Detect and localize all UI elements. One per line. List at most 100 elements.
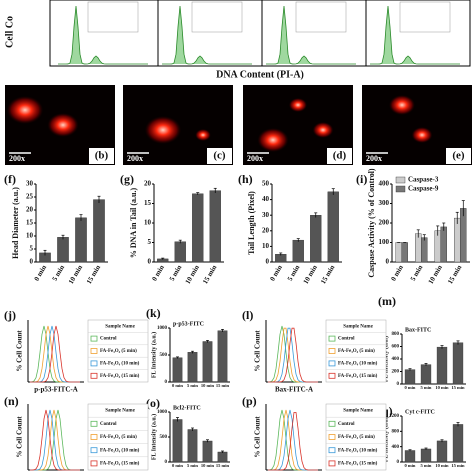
legend-label: FA-Fe₃O₄ (10 min) [338, 448, 378, 453]
y-tick-label: 1000 [157, 326, 168, 331]
legend-label: FA-Fe₃O₄ (15 min) [338, 462, 378, 467]
x-tick-label: 0 min [405, 463, 416, 468]
y-tick-label: 100 [379, 238, 390, 246]
y-axis-label: % DNA in Tail (a.u.) [129, 188, 138, 259]
error-bar [416, 229, 420, 238]
bar [415, 233, 422, 263]
nucleus [195, 129, 211, 141]
bar [172, 419, 183, 463]
panel-label: (f) [4, 172, 16, 186]
y-tick-label: 0 [386, 258, 390, 266]
legend-swatch [328, 348, 336, 354]
error-bar [61, 234, 65, 240]
panel-label: (j) [4, 308, 16, 322]
bar [404, 369, 416, 385]
y-tick-label: 10 [144, 219, 152, 227]
nucleus [257, 128, 289, 152]
x-tick-label: 15 min [201, 264, 218, 286]
error-bar [178, 239, 182, 244]
legend-swatch [395, 185, 406, 193]
y-tick-label: 300 [379, 199, 390, 207]
x-tick-label: 10 min [184, 264, 201, 286]
error-bar [436, 225, 440, 236]
bar [440, 226, 447, 263]
bar [217, 451, 228, 463]
x-tick-label: 15 min [216, 383, 230, 388]
y-tick-label: 15 [26, 219, 34, 227]
x-axis-label: DNA Content (PI-A) [216, 69, 304, 80]
error-bar [456, 422, 460, 427]
bar [57, 237, 69, 263]
y-tick-label: 30 [26, 180, 34, 188]
bar [174, 241, 186, 263]
legend-label: FA-Fe₃O₄ (15 min) [338, 374, 378, 379]
histogram-curve [29, 325, 80, 383]
bar [421, 237, 428, 263]
legend-label: FA-Fe₃O₄ (10 min) [338, 362, 378, 367]
label-box [446, 148, 471, 164]
legend-label: FA-Fe₃O₄ (10 min) [100, 362, 140, 367]
x-tick-label: 10 min [201, 383, 215, 388]
y-axis-label: Tail Length (Pixel) [247, 191, 256, 255]
error-bar [314, 212, 318, 218]
bar [436, 440, 448, 463]
legend-swatch [328, 460, 336, 467]
x-tick-label: 15 min [446, 264, 463, 286]
bar [172, 357, 183, 383]
stats-box [399, 1, 451, 33]
x-tick-label: 10 min [201, 463, 215, 468]
y-tick-label: 200 [379, 219, 390, 227]
bar [202, 341, 213, 383]
x-tick-label: 0 min [389, 264, 404, 283]
panel-label: (b) [95, 150, 109, 162]
x-tick-label: 5 min [168, 264, 183, 283]
bar [420, 364, 432, 385]
scale-label: 200x [9, 154, 25, 163]
stats-box [191, 1, 243, 33]
histogram-curve [268, 411, 318, 471]
y-tick-label: 1000 [157, 410, 168, 415]
y-tick-label: 0 [266, 258, 270, 266]
x-tick-label: 15 min [216, 463, 230, 468]
error-bar [191, 350, 194, 354]
x-tick-label: 0 min [150, 264, 165, 283]
panel-label: (e) [452, 150, 465, 162]
error-bar [43, 249, 47, 256]
error-bar [422, 234, 426, 241]
y-axis-label: % Cell Count [16, 416, 24, 458]
error-bar [424, 363, 428, 366]
y-tick-label: 10 [262, 242, 270, 250]
bar [436, 346, 448, 385]
nucleus [47, 113, 79, 137]
legend-swatch [90, 460, 98, 467]
bar [395, 242, 402, 263]
legend-swatch [328, 372, 336, 379]
y-tick-label: 0 [30, 258, 34, 266]
histogram-curve [268, 327, 318, 383]
stats-box [295, 1, 347, 33]
legend-label: FA-Fe₃O₄ (15 min) [100, 462, 140, 467]
error-bar [97, 195, 101, 203]
error-bar [79, 214, 83, 221]
legend-swatch [328, 447, 336, 454]
nucleus [389, 95, 415, 115]
error-bar [213, 187, 217, 193]
x-tick-label: 15 min [319, 264, 336, 286]
panel-label: (l) [242, 308, 253, 322]
error-bar [176, 356, 179, 359]
x-tick-label: 10 min [427, 264, 444, 286]
x-tick-label: 10 min [67, 264, 84, 286]
legend-title: Sample Name [343, 324, 373, 329]
y-tick-label: 800 [392, 332, 400, 337]
histogram-curve [30, 409, 80, 471]
y-tick-label: 500 [160, 353, 168, 358]
panel-label: (c) [213, 150, 226, 162]
error-bar [221, 329, 224, 333]
x-tick-label: 15 min [451, 463, 465, 468]
legend-swatch [90, 335, 98, 342]
y-tick-label: 20 [26, 206, 34, 214]
bar [327, 191, 339, 263]
legend-swatch [90, 372, 98, 379]
legend-title: Sample Name [105, 324, 135, 329]
